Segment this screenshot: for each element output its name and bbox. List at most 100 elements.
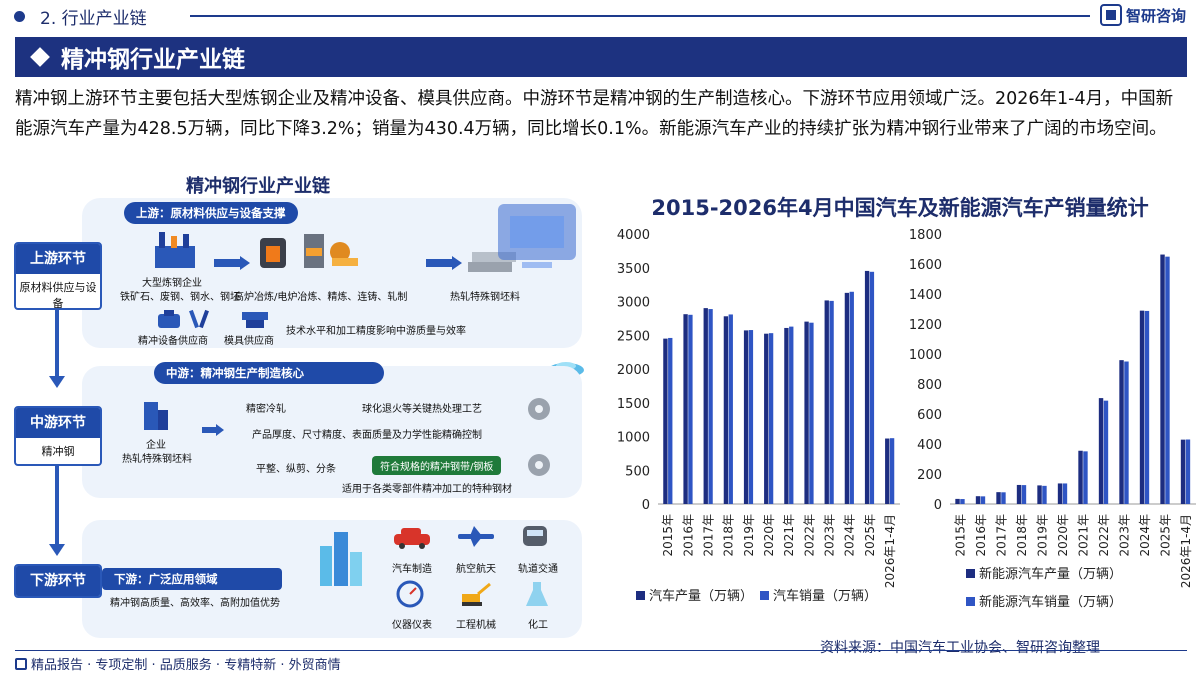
footer: 精品报告 · 专项定制 · 品质服务 · 专精特新 · 外贸商情 xyxy=(15,654,341,673)
furnace-icon xyxy=(260,234,358,268)
step-cold-roll: 精密冷轧 xyxy=(246,404,286,415)
arrowhead-icon xyxy=(49,376,65,388)
upstream-stage: 上游环节 原材料供应与设备 xyxy=(14,242,102,310)
arrow-down-icon xyxy=(55,288,59,378)
bar xyxy=(789,326,794,504)
bar xyxy=(829,300,834,504)
arrow-right-icon xyxy=(426,256,462,270)
y-tick-label: 1000 xyxy=(617,431,650,446)
x-tick-label: 2025年 xyxy=(1158,514,1172,557)
y-tick-label: 2500 xyxy=(617,329,650,344)
y-tick-label: 500 xyxy=(625,464,650,479)
bar xyxy=(1042,485,1047,504)
app-rail-transit: 轨道交通 xyxy=(518,564,558,575)
x-tick-label: 2019年 xyxy=(742,514,756,557)
downstream-pill: 下游：广泛应用领域 xyxy=(102,568,282,590)
upstream-note: 技术水平和加工精度影响中游质量与效率 xyxy=(286,326,466,337)
excavator-icon xyxy=(462,582,491,606)
brand-name: 智研咨询 xyxy=(1126,6,1187,25)
y-tick-label: 1800 xyxy=(909,228,942,243)
x-tick-label: 2021年 xyxy=(1076,514,1090,557)
x-tick-label: 2021年 xyxy=(782,514,796,557)
x-tick-label: 2024年 xyxy=(1138,514,1152,557)
header-divider xyxy=(190,15,1090,17)
gauge-icon xyxy=(396,580,424,608)
arrow-right-icon xyxy=(214,256,250,270)
y-tick-label: 1000 xyxy=(909,348,942,363)
hot-rolled-label: 热轧特殊钢坯料 xyxy=(450,292,520,303)
downstream-stage: 下游环节 xyxy=(14,564,102,598)
bar xyxy=(748,330,754,504)
midstream-stage: 中游环节 精冲钢 xyxy=(14,406,102,466)
y-tick-label: 200 xyxy=(917,468,942,483)
footer-divider xyxy=(15,650,1187,651)
bar xyxy=(1180,439,1186,504)
midstream-stage-title: 中游环节 xyxy=(16,408,100,438)
bar xyxy=(1098,398,1104,504)
bar xyxy=(955,498,960,504)
app-aerospace: 航空航天 xyxy=(456,564,496,575)
y-tick-label: 1600 xyxy=(909,258,942,273)
upstream-pill: 上游：原材料供应与设备支撑 xyxy=(124,202,298,224)
x-tick-label: 2015年 xyxy=(661,514,675,557)
bar xyxy=(1078,450,1083,504)
steel-coil-icon xyxy=(528,398,550,420)
bar xyxy=(743,330,749,504)
upstream-stage-title: 上游环节 xyxy=(16,244,100,274)
bar xyxy=(723,316,729,504)
legend-label: 汽车产量（万辆） xyxy=(649,588,753,604)
section-bullet xyxy=(14,11,25,22)
bar xyxy=(768,333,774,504)
y-tick-label: 0 xyxy=(642,498,650,513)
bar xyxy=(1103,400,1109,504)
downstream-stage-title: 下游环节 xyxy=(16,566,100,596)
y-tick-label: 0 xyxy=(934,498,942,513)
section-label: 2. 行业产业链 xyxy=(40,9,147,29)
bar xyxy=(663,338,668,504)
bar xyxy=(960,499,965,504)
x-tick-label: 2020年 xyxy=(1056,514,1070,557)
footer-logo-icon xyxy=(15,657,27,670)
city-buildings-icon xyxy=(320,532,362,586)
mold-supplier-label: 模具供应商 xyxy=(224,336,274,347)
midstream-pill: 中游：精冲钢生产制造核心 xyxy=(154,362,384,384)
bar xyxy=(1139,310,1145,504)
factory-icon xyxy=(155,232,195,268)
bar xyxy=(1062,483,1068,504)
bar xyxy=(1119,360,1124,504)
legend-label: 汽车销量（万辆） xyxy=(773,588,877,604)
legend-swatch xyxy=(636,591,645,600)
x-tick-label: 2020年 xyxy=(762,514,776,557)
x-tick-label: 2022年 xyxy=(1097,514,1111,557)
product-desc: 适用于各类零部件精冲加工的特种钢材 xyxy=(342,484,512,495)
app-construction-machinery: 工程机械 xyxy=(456,620,496,631)
bar xyxy=(869,271,875,504)
title-banner: 精冲钢行业产业链 xyxy=(15,37,1187,77)
x-tick-label: 2022年 xyxy=(802,514,816,557)
x-tick-label: 2025年 xyxy=(863,514,877,557)
step-annealing: 球化退火等关键热处理工艺 xyxy=(362,404,482,415)
bar xyxy=(824,300,829,504)
bar xyxy=(804,321,809,504)
x-tick-label: 2023年 xyxy=(1117,514,1131,557)
arrowhead-icon xyxy=(49,544,65,556)
bar xyxy=(844,292,850,504)
bar xyxy=(1083,451,1088,504)
x-tick-label: 2023年 xyxy=(822,514,836,557)
footer-services: 精品报告 · 专项定制 · 品质服务 · 专精特新 · 外贸商情 xyxy=(31,658,341,673)
bar xyxy=(703,308,708,504)
steel-billet-icon xyxy=(468,252,516,272)
flask-icon xyxy=(526,582,548,606)
bar xyxy=(683,314,688,504)
equipment-supplier-label: 精冲设备供应商 xyxy=(138,336,208,347)
bar xyxy=(1016,484,1022,504)
screen-icon xyxy=(498,204,576,268)
app-chemical: 化工 xyxy=(528,620,548,631)
bar xyxy=(809,322,814,504)
x-tick-label: 2018年 xyxy=(722,514,736,557)
steel-coil-icon xyxy=(528,454,550,476)
legend-label: 新能源汽车销量（万辆） xyxy=(979,594,1122,610)
raw-materials-label: 铁矿石、废钢、钢水、钢坯 xyxy=(120,292,240,303)
x-tick-label: 2017年 xyxy=(701,514,715,557)
y-tick-label: 1200 xyxy=(909,318,942,333)
